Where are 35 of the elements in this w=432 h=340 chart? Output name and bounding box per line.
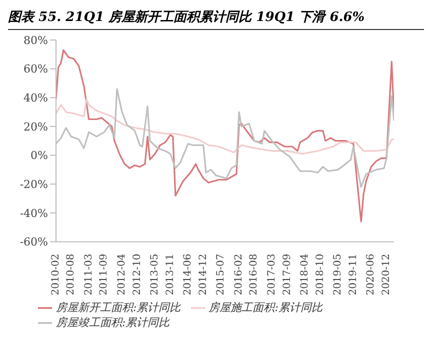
x-tick-label: 2015-07	[216, 254, 227, 296]
x-tick-label: 2012-04	[116, 254, 128, 296]
x-tick-label: 2016-08	[248, 254, 260, 296]
line-series	[56, 98, 394, 155]
x-tick-label: 2013-11	[164, 254, 176, 296]
x-tick-label: 2018-10	[314, 254, 326, 296]
y-tick-label: 80%	[24, 34, 48, 47]
chart-title: 图表 55. 21Q1 房屋新开工面积累计同比 19Q1 下滑 6.6%	[8, 8, 424, 30]
x-tick-label: 2010-02	[50, 254, 62, 296]
y-tick-label: -60%	[20, 236, 48, 249]
x-tick-label: 2017-09	[282, 254, 293, 296]
x-tick-label: 2018-04	[300, 254, 311, 296]
legend-label: 房屋新开工面积:累计同比	[56, 300, 181, 314]
x-tick-label: 2012-10	[132, 254, 143, 296]
x-tick-label: 2013-05	[149, 254, 160, 296]
y-tick-label: 40%	[24, 92, 48, 105]
y-tick-label: -40%	[20, 206, 48, 220]
x-tick-label: 2020-06	[366, 254, 377, 296]
x-tick-label: 2020-12	[380, 254, 392, 296]
x-tick-label: 2019-05	[332, 254, 344, 296]
x-tick-label: 2017-03	[266, 254, 278, 296]
y-tick-label: -20%	[20, 178, 48, 191]
x-tick-label: 2016-02	[234, 254, 245, 296]
x-tick-label: 2011-03	[83, 254, 94, 296]
y-tick-label: 60%	[24, 62, 48, 76]
legend-label: 房屋施工面积:累计同比	[208, 300, 322, 314]
y-tick-label: 0%	[30, 149, 48, 162]
x-tick-label: 2014-12	[198, 254, 209, 296]
x-tick-label: 2014-06	[182, 254, 194, 296]
x-tick-label: 2010-08	[66, 254, 77, 296]
line-series	[56, 49, 394, 222]
y-tick-label: 20%	[24, 120, 48, 134]
x-tick-label: 2019-11	[348, 254, 359, 296]
x-tick-label: 2011-09	[98, 254, 110, 296]
legend-label: 房屋竣工面积:累计同比	[56, 316, 170, 329]
